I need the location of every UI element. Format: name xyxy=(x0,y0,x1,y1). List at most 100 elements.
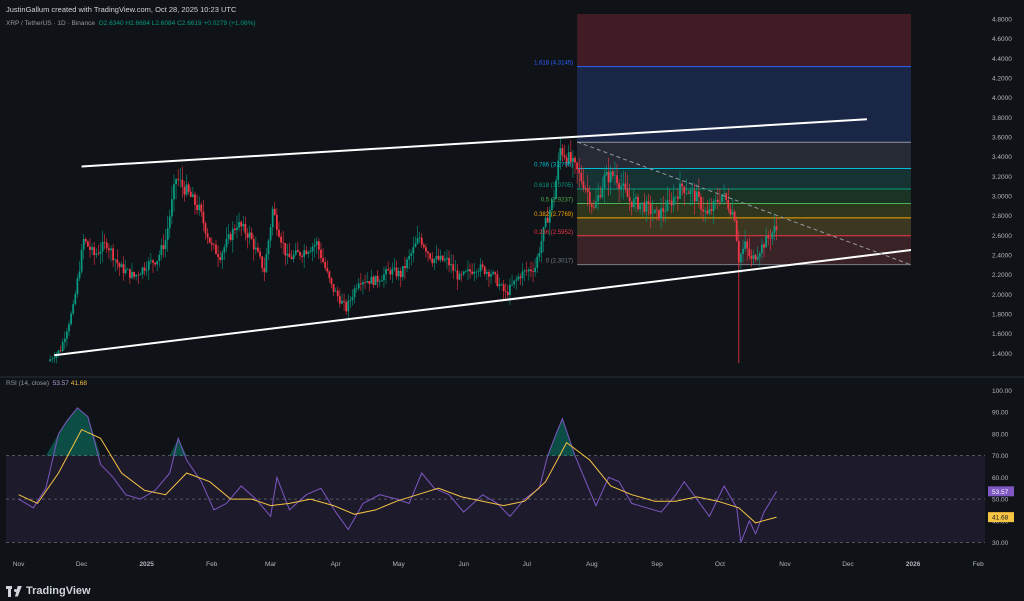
candle xyxy=(498,277,501,291)
candle-body xyxy=(458,273,461,280)
candle xyxy=(548,205,551,236)
candle-body xyxy=(714,199,717,202)
candle-body xyxy=(401,266,404,278)
candle xyxy=(679,171,681,200)
candle xyxy=(191,186,194,198)
candle xyxy=(200,202,203,217)
candle-body xyxy=(233,228,236,231)
candle-body xyxy=(605,172,608,175)
candle-body xyxy=(265,254,268,273)
candle xyxy=(416,225,419,245)
candle xyxy=(309,247,312,254)
candle xyxy=(313,238,316,258)
candle-body xyxy=(695,191,698,202)
candle-body xyxy=(383,274,385,281)
candle-body xyxy=(660,208,663,219)
candle xyxy=(588,185,591,213)
candle-body xyxy=(414,243,417,248)
candle-body xyxy=(101,241,104,252)
candle xyxy=(664,199,667,223)
candle xyxy=(99,242,102,265)
price-tick-label: 1.4000 xyxy=(992,351,1012,358)
candle xyxy=(744,229,747,252)
candle-body xyxy=(719,201,721,203)
candle xyxy=(179,167,182,188)
candle-body xyxy=(107,248,110,251)
candle xyxy=(89,238,91,258)
candle xyxy=(735,216,738,242)
price-tick-label: 2.8000 xyxy=(992,213,1012,220)
candle xyxy=(506,284,509,298)
candle xyxy=(565,153,568,169)
candle-body xyxy=(479,264,482,272)
candle-body xyxy=(229,234,232,241)
candle xyxy=(632,189,635,210)
candle xyxy=(769,228,772,251)
rsi-tick-label: 90.00 xyxy=(992,410,1009,417)
candle xyxy=(368,280,371,292)
fib-extension-zone xyxy=(577,14,911,67)
candle-body xyxy=(523,270,526,272)
candle xyxy=(637,193,639,212)
candle xyxy=(607,157,610,197)
candle-body xyxy=(553,198,555,200)
candle-body xyxy=(511,284,513,285)
candle-body xyxy=(557,160,560,181)
candle-body xyxy=(582,181,585,189)
rsi-legend[interactable]: RSI (14, close) 53.57 41.68 xyxy=(6,380,87,387)
candle-body xyxy=(168,216,171,229)
candle-body xyxy=(82,239,85,250)
candle xyxy=(137,271,140,284)
candle-body xyxy=(620,186,623,189)
candle xyxy=(401,266,404,281)
candle-body xyxy=(74,294,77,305)
candle xyxy=(219,250,222,264)
candle xyxy=(441,255,444,262)
candle-body xyxy=(488,272,490,277)
tradingview-logo[interactable]: TradingView xyxy=(6,585,91,597)
candle-body xyxy=(313,244,316,247)
candle-body xyxy=(509,284,511,296)
candle-body xyxy=(284,242,287,256)
candle xyxy=(395,260,398,280)
candle-body xyxy=(483,266,486,274)
candle-body xyxy=(586,188,589,192)
candle-body xyxy=(752,255,755,259)
candle-body xyxy=(763,244,765,248)
candle xyxy=(341,293,343,305)
candle-body xyxy=(569,152,572,162)
symbol-legend[interactable]: XRP / TetherUS · 1D · Binance O2.6340 H2… xyxy=(6,20,256,27)
candle xyxy=(714,194,717,209)
candle-body xyxy=(261,256,264,269)
candle xyxy=(242,215,245,231)
candle xyxy=(324,257,327,271)
candle xyxy=(458,271,461,281)
candle-body xyxy=(737,240,740,263)
candle xyxy=(479,258,482,278)
candle-body xyxy=(723,193,726,195)
candle-body xyxy=(267,240,270,255)
candle-body xyxy=(299,252,301,256)
candle xyxy=(603,167,606,203)
candle-body xyxy=(418,237,421,239)
candle-body xyxy=(156,260,159,265)
candle xyxy=(70,311,72,326)
candle-body xyxy=(164,240,167,250)
candle xyxy=(105,238,108,253)
candle-body xyxy=(80,249,83,272)
candle xyxy=(490,269,492,284)
time-tick-label: Feb xyxy=(206,561,218,568)
candle xyxy=(162,234,165,258)
candle-body xyxy=(269,227,272,241)
candle xyxy=(641,202,644,217)
candle-body xyxy=(708,209,711,214)
candle xyxy=(532,262,534,283)
candle-body xyxy=(282,242,285,244)
candle-body xyxy=(700,196,702,210)
candle-body xyxy=(244,223,247,234)
candle-body xyxy=(740,254,742,263)
candle-body xyxy=(412,247,415,254)
candle-body xyxy=(126,269,129,270)
candle xyxy=(748,237,751,260)
